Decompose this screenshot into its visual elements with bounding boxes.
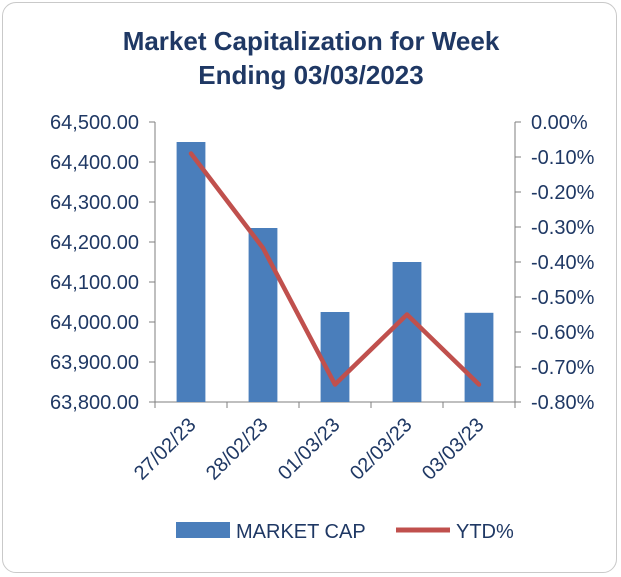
left-tick-label: 63,900.00 <box>50 352 139 374</box>
bar-market-cap-01-03-23 <box>320 312 350 402</box>
right-tick-label: -0.50% <box>531 287 595 309</box>
ytd-point-28-02-23 <box>261 246 265 250</box>
bar-market-cap-28-02-23 <box>248 228 278 402</box>
x-category-label: 28/02/23 <box>202 414 273 485</box>
ytd-point-02-03-23 <box>405 313 409 316</box>
x-category-label: 01/03/23 <box>274 414 345 485</box>
right-tick-label: -0.60% <box>531 322 595 344</box>
legend-label-market-cap: MARKET CAP <box>236 521 366 543</box>
right-tick-label: 0.00% <box>531 112 588 134</box>
legend-swatch-market-cap <box>176 522 230 538</box>
x-category-label: 03/03/23 <box>418 414 489 485</box>
chart-title-line-2: Ending 03/03/2023 <box>198 60 423 90</box>
x-category-label: 27/02/23 <box>130 414 201 485</box>
left-tick-label: 64,100.00 <box>50 272 139 294</box>
ytd-point-03-03-23 <box>477 383 481 386</box>
x-category-label: 02/03/23 <box>346 414 417 485</box>
left-tick-label: 64,500.00 <box>50 112 139 134</box>
left-tick-label: 64,400.00 <box>50 152 139 174</box>
bar-market-cap-03-03-23 <box>464 312 494 402</box>
ytd-point-01-03-23 <box>333 383 337 386</box>
right-tick-label: -0.30% <box>531 217 595 239</box>
right-tick-label: -0.10% <box>531 147 595 169</box>
right-tick-label: -0.40% <box>531 252 595 274</box>
right-tick-label: -0.80% <box>531 392 595 414</box>
bar-market-cap-27-02-23 <box>176 142 206 402</box>
bar-market-cap-02-03-23 <box>392 262 422 402</box>
left-tick-label: 64,000.00 <box>50 312 139 334</box>
right-tick-label: -0.20% <box>531 182 595 204</box>
right-tick-label: -0.70% <box>531 357 595 379</box>
legend-label-ytd: YTD% <box>456 521 514 543</box>
left-tick-label: 63,800.00 <box>50 392 139 414</box>
left-tick-label: 64,200.00 <box>50 232 139 254</box>
chart-title-line-1: Market Capitalization for Week <box>123 26 500 56</box>
left-tick-label: 64,300.00 <box>50 192 139 214</box>
ytd-point-27-02-23 <box>189 152 193 155</box>
